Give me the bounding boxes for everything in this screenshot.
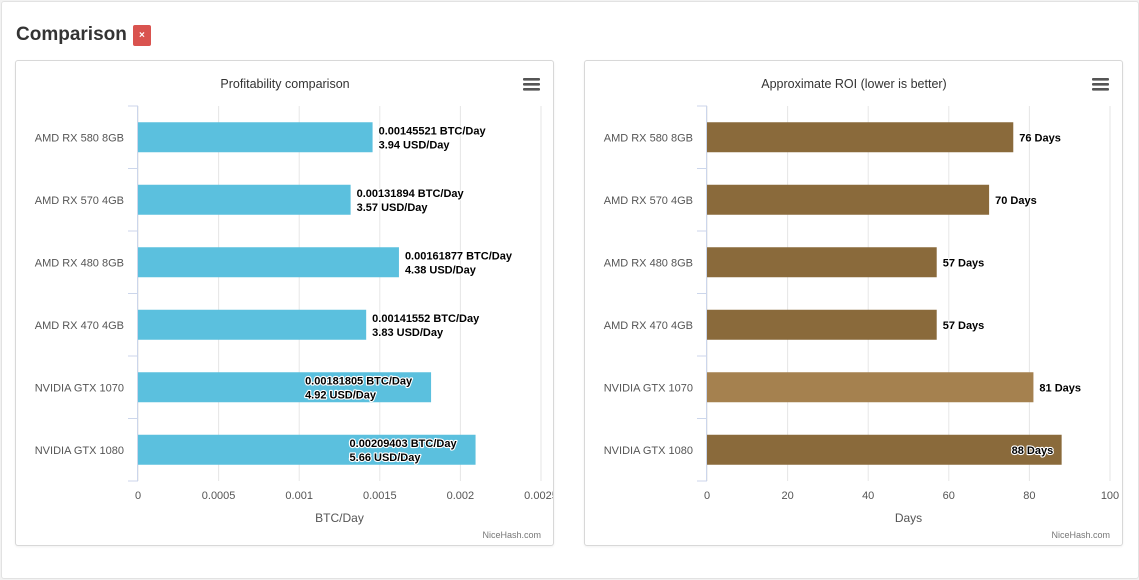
x-tick-label: 60 [943, 490, 955, 502]
bar[interactable] [707, 372, 1034, 403]
page-title-row: Comparison × [16, 24, 151, 46]
category-label: AMD RX 570 4GB [604, 195, 693, 207]
bar[interactable] [707, 309, 937, 340]
data-label: 5.66 USD/Day [350, 452, 422, 464]
bar[interactable] [138, 372, 432, 403]
x-tick-label: 0 [704, 490, 710, 502]
bar[interactable] [138, 184, 351, 215]
bar[interactable] [138, 122, 373, 153]
data-label: 3.94 USD/Day [379, 139, 451, 151]
bar[interactable] [707, 122, 1014, 153]
menu-icon-line[interactable] [1092, 88, 1109, 91]
data-label: 0.00145521 BTC/Day [379, 125, 487, 137]
x-tick-label: 80 [1023, 490, 1035, 502]
category-label: NVIDIA GTX 1070 [604, 382, 693, 394]
menu-icon-line[interactable] [523, 88, 540, 91]
category-label: NVIDIA GTX 1070 [35, 382, 124, 394]
x-tick-label: 0 [135, 490, 141, 502]
x-tick-label: 0.001 [285, 490, 313, 502]
bar[interactable] [138, 247, 399, 278]
x-tick-label: 100 [1101, 490, 1119, 502]
data-label: 0.00181805 BTC/Day [305, 375, 413, 387]
data-label: 76 Days [1019, 132, 1061, 144]
category-label: NVIDIA GTX 1080 [604, 445, 693, 457]
bar[interactable] [138, 434, 476, 465]
data-label: 0.00141552 BTC/Day [372, 313, 480, 325]
category-label: AMD RX 470 4GB [35, 320, 124, 332]
x-tick-label: 0.0005 [202, 490, 236, 502]
menu-icon-line[interactable] [523, 78, 540, 81]
x-axis-title: Days [895, 511, 922, 525]
x-tick-label: 20 [781, 490, 793, 502]
category-label: AMD RX 580 8GB [35, 132, 124, 144]
category-label: AMD RX 470 4GB [604, 320, 693, 332]
data-label: 0.00209403 BTC/Day [350, 438, 458, 450]
category-label: AMD RX 570 4GB [35, 195, 124, 207]
data-label: 57 Days [943, 257, 985, 269]
data-label: 57 Days [943, 320, 985, 332]
data-label: 4.92 USD/Day [305, 389, 377, 401]
data-label: 4.38 USD/Day [405, 264, 477, 276]
menu-icon-line[interactable] [1092, 78, 1109, 81]
bar[interactable] [138, 309, 367, 340]
close-comparison-button[interactable]: × [132, 24, 151, 46]
x-tick-label: 0.002 [447, 490, 475, 502]
category-label: NVIDIA GTX 1080 [35, 445, 124, 457]
bar[interactable] [707, 184, 990, 215]
data-label: 70 Days [995, 195, 1037, 207]
category-label: AMD RX 580 8GB [604, 132, 693, 144]
data-label: 3.57 USD/Day [357, 202, 429, 214]
credits-link[interactable]: NiceHash.com [482, 530, 541, 540]
profitability-chart-card: Profitability comparison AMD RX 580 8GB 0.… [15, 60, 554, 546]
data-label: 88 Days [1012, 445, 1054, 457]
menu-icon[interactable] [1092, 78, 1109, 91]
bar[interactable] [707, 434, 1062, 465]
data-label: 3.83 USD/Day [372, 327, 444, 339]
category-label: AMD RX 480 8GB [35, 257, 124, 269]
credits-link[interactable]: NiceHash.com [1051, 530, 1110, 540]
data-label: 81 Days [1039, 382, 1081, 394]
x-tick-label: 40 [862, 490, 874, 502]
roi-chart-card: Approximate ROI (lower is better) AMD RX … [584, 60, 1123, 546]
chart-title: Approximate ROI (lower is better) [761, 77, 946, 91]
menu-icon[interactable] [523, 78, 540, 91]
chart-title: Profitability comparison [220, 77, 349, 91]
data-label: 0.00161877 BTC/Day [405, 250, 513, 262]
data-label: 0.00131894 BTC/Day [357, 188, 465, 200]
menu-icon-line[interactable] [523, 83, 540, 86]
menu-icon-line[interactable] [1092, 83, 1109, 86]
profitability-chart: Profitability comparison AMD RX 580 8GB 0.… [35, 77, 553, 540]
category-label: AMD RX 480 8GB [604, 257, 693, 269]
x-tick-label: 0.0025 [524, 490, 553, 502]
page-title: Comparison [16, 24, 127, 45]
roi-chart: Approximate ROI (lower is better) AMD RX … [604, 77, 1119, 540]
x-axis-title: BTC/Day [315, 511, 364, 525]
x-tick-label: 0.0015 [363, 490, 397, 502]
bar[interactable] [707, 247, 937, 278]
